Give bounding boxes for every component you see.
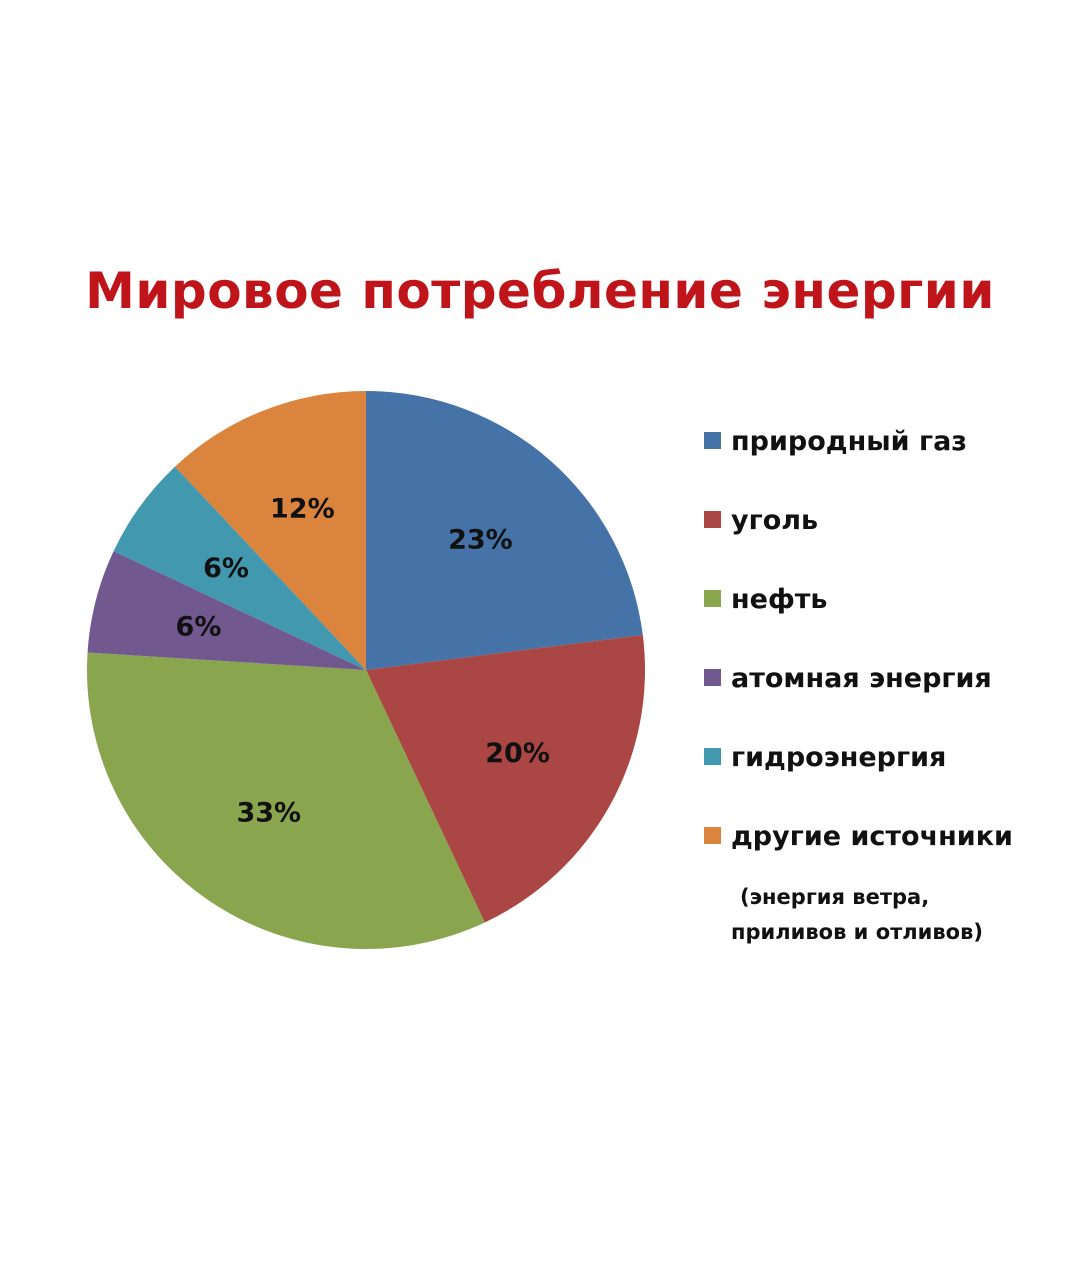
pie-slice [87, 551, 367, 670]
legend-swatch [704, 827, 721, 844]
pie-slice [113, 466, 366, 670]
slice-value-label: 33% [236, 798, 301, 829]
legend-swatch [704, 669, 721, 686]
slice-value-label: 12% [270, 494, 335, 525]
slice-value-label: 6% [203, 553, 249, 584]
pie-slice [366, 391, 643, 670]
legend-swatch [704, 511, 721, 528]
pie-slice [366, 635, 645, 923]
pie-slice [86, 652, 485, 950]
legend-label: другие источники [731, 821, 1013, 852]
legend-label: гидроэнергия [731, 742, 947, 773]
legend-label: уголь [731, 505, 819, 536]
legend-label: атомная энергия [731, 663, 992, 694]
legend-swatch [704, 590, 721, 607]
slice-value-label: 6% [176, 611, 222, 642]
legend-note-line: приливов и отливов) [731, 920, 983, 944]
slice-value-label: 23% [448, 525, 513, 556]
legend-note-line: (энергия ветра, [740, 885, 930, 909]
legend-label: природный газ [731, 426, 967, 457]
legend-swatch [704, 748, 721, 765]
legend-label: нефть [731, 584, 828, 615]
pie-slice [175, 391, 366, 670]
slice-value-label: 20% [485, 738, 550, 769]
legend-swatch [704, 432, 721, 449]
chart-title: Мировое потребление энергии [85, 262, 995, 320]
